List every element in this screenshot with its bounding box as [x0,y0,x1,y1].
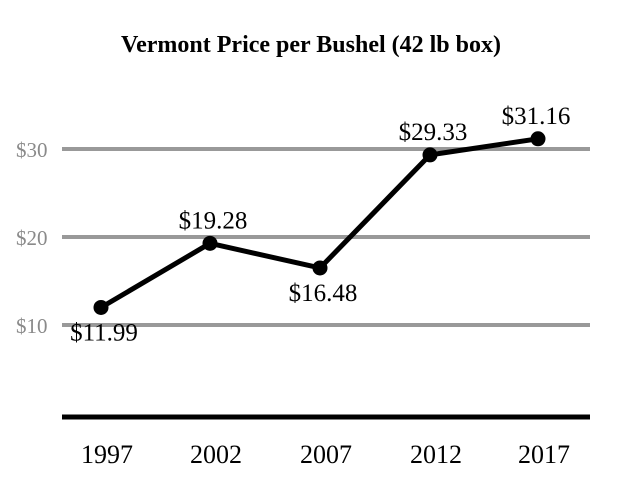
data-point [312,260,328,276]
y-tick-label: $20 [16,226,48,250]
data-point [93,299,109,315]
x-tick-label: 1997 [81,440,133,469]
data-label: $31.16 [502,103,571,130]
chart-title: Vermont Price per Bushel (42 lb box) [121,32,501,58]
data-label: $19.28 [179,207,248,234]
x-tick-label: 2012 [410,440,462,469]
y-tick-label: $30 [16,138,48,162]
data-label: $16.48 [289,280,358,307]
data-point [202,235,218,251]
x-tick-label: 2007 [300,440,352,469]
data-point [422,147,438,163]
data-point [530,131,546,147]
data-label: $11.99 [70,319,138,346]
x-tick-label: 2017 [518,440,570,469]
data-label: $29.33 [399,119,468,146]
y-tick-label: $10 [16,314,48,338]
x-tick-label: 2002 [190,440,242,469]
